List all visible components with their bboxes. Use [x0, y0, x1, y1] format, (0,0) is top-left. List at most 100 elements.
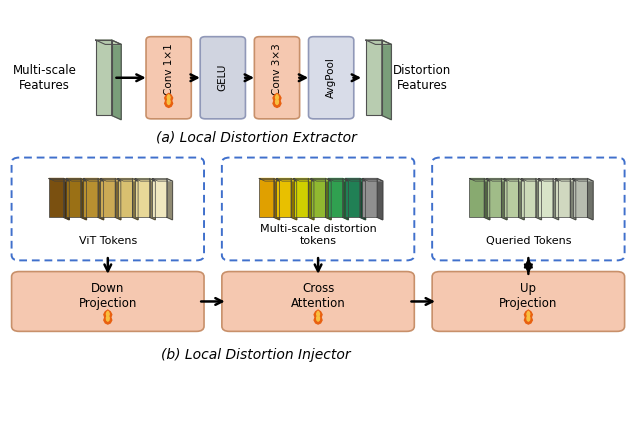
- Bar: [96, 40, 111, 116]
- Polygon shape: [527, 311, 530, 321]
- Text: (b) Local Distortion Injector: (b) Local Distortion Injector: [161, 348, 351, 362]
- Text: Down
Projection: Down Projection: [79, 282, 137, 310]
- Polygon shape: [276, 94, 278, 105]
- Polygon shape: [538, 178, 559, 181]
- Bar: [469, 178, 484, 217]
- Polygon shape: [377, 178, 383, 220]
- Bar: [311, 178, 325, 217]
- Polygon shape: [259, 178, 280, 181]
- Polygon shape: [150, 178, 156, 220]
- Polygon shape: [115, 178, 121, 220]
- Polygon shape: [556, 178, 576, 181]
- Bar: [362, 178, 377, 217]
- Polygon shape: [469, 178, 490, 181]
- Text: Cross
Attention: Cross Attention: [291, 282, 346, 310]
- Polygon shape: [164, 94, 173, 107]
- Text: Multi-scale distortion
tokens: Multi-scale distortion tokens: [260, 224, 376, 246]
- Polygon shape: [362, 178, 383, 181]
- Polygon shape: [570, 178, 576, 220]
- Text: Conv 1×1: Conv 1×1: [164, 43, 173, 94]
- FancyBboxPatch shape: [200, 37, 246, 119]
- Polygon shape: [118, 178, 138, 181]
- Text: AvgPool: AvgPool: [326, 57, 336, 98]
- Bar: [152, 178, 167, 217]
- Bar: [366, 40, 382, 116]
- Polygon shape: [573, 178, 593, 181]
- FancyBboxPatch shape: [222, 271, 414, 331]
- Polygon shape: [536, 178, 541, 220]
- Polygon shape: [63, 178, 69, 220]
- Polygon shape: [311, 178, 331, 181]
- Polygon shape: [317, 311, 319, 321]
- Text: GELU: GELU: [218, 64, 228, 91]
- Polygon shape: [588, 178, 593, 220]
- FancyBboxPatch shape: [308, 37, 354, 119]
- Polygon shape: [276, 178, 297, 181]
- Bar: [573, 178, 588, 217]
- Polygon shape: [98, 178, 104, 220]
- Polygon shape: [345, 178, 365, 181]
- Polygon shape: [524, 310, 532, 324]
- Bar: [100, 178, 115, 217]
- Bar: [83, 178, 98, 217]
- Polygon shape: [486, 178, 507, 181]
- Polygon shape: [274, 178, 280, 220]
- Text: ViT Tokens: ViT Tokens: [79, 236, 137, 246]
- Bar: [504, 178, 518, 217]
- Polygon shape: [135, 178, 156, 181]
- Polygon shape: [167, 178, 173, 220]
- Polygon shape: [100, 178, 121, 181]
- Polygon shape: [504, 178, 524, 181]
- Polygon shape: [501, 178, 507, 220]
- Bar: [328, 178, 342, 217]
- FancyBboxPatch shape: [432, 271, 625, 331]
- Text: (a) Local Distortion Extractor: (a) Local Distortion Extractor: [156, 130, 356, 145]
- FancyBboxPatch shape: [12, 271, 204, 331]
- Polygon shape: [291, 178, 297, 220]
- Text: Multi-scale
Features: Multi-scale Features: [13, 64, 77, 92]
- Polygon shape: [111, 40, 121, 120]
- Bar: [521, 178, 536, 217]
- Polygon shape: [518, 178, 524, 220]
- Bar: [135, 178, 150, 217]
- Polygon shape: [167, 94, 170, 105]
- Polygon shape: [328, 178, 348, 181]
- Bar: [556, 178, 570, 217]
- Polygon shape: [104, 310, 112, 324]
- Text: Queried Tokens: Queried Tokens: [486, 236, 571, 246]
- Bar: [66, 178, 81, 217]
- Polygon shape: [49, 178, 69, 181]
- Polygon shape: [81, 178, 86, 220]
- Bar: [538, 178, 553, 217]
- Polygon shape: [366, 40, 392, 45]
- Polygon shape: [273, 94, 281, 107]
- FancyBboxPatch shape: [432, 158, 625, 260]
- Polygon shape: [106, 311, 109, 321]
- Bar: [345, 178, 360, 217]
- Text: Up
Projection: Up Projection: [499, 282, 557, 310]
- Polygon shape: [314, 310, 322, 324]
- Polygon shape: [382, 40, 392, 120]
- Polygon shape: [521, 178, 541, 181]
- FancyBboxPatch shape: [222, 158, 414, 260]
- Bar: [486, 178, 501, 217]
- Text: Conv 3×3: Conv 3×3: [272, 43, 282, 94]
- Polygon shape: [83, 178, 104, 181]
- FancyBboxPatch shape: [254, 37, 300, 119]
- Bar: [294, 178, 308, 217]
- Polygon shape: [152, 178, 173, 181]
- Polygon shape: [553, 178, 559, 220]
- Polygon shape: [342, 178, 348, 220]
- Polygon shape: [360, 178, 365, 220]
- Bar: [118, 178, 132, 217]
- Polygon shape: [96, 40, 121, 45]
- Bar: [259, 178, 274, 217]
- FancyBboxPatch shape: [12, 158, 204, 260]
- Bar: [49, 178, 63, 217]
- FancyBboxPatch shape: [146, 37, 191, 119]
- Polygon shape: [325, 178, 331, 220]
- Polygon shape: [308, 178, 314, 220]
- Polygon shape: [132, 178, 138, 220]
- Polygon shape: [294, 178, 314, 181]
- Text: Distortion
Features: Distortion Features: [393, 64, 451, 92]
